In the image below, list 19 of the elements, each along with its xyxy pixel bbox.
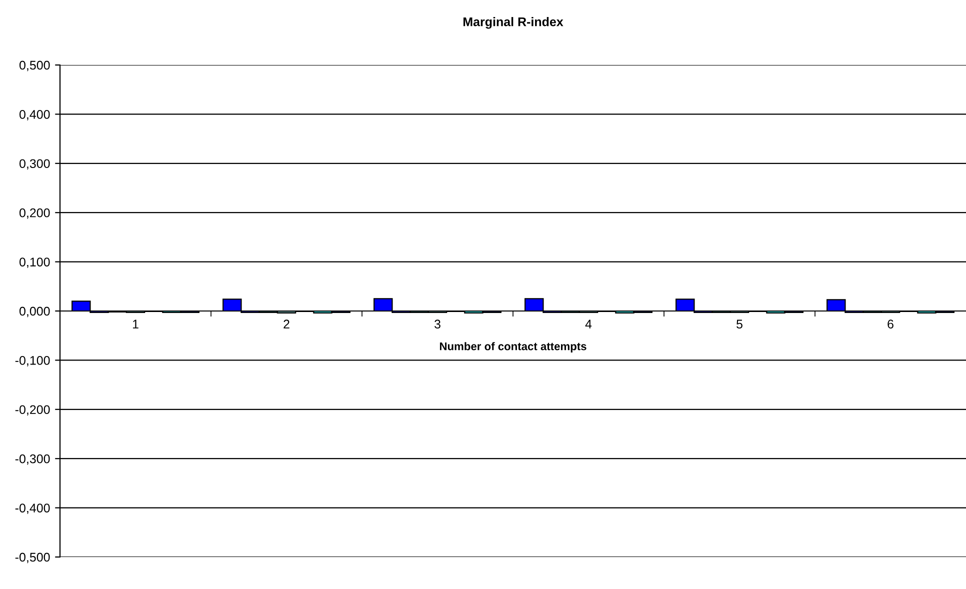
- y-tick-label: 0,000: [19, 306, 50, 318]
- y-tick-label: -0,400: [15, 504, 50, 514]
- x-tick-label: 4: [585, 320, 592, 328]
- x-tick-label: 5: [736, 320, 742, 329]
- x-tick-label: 6: [888, 320, 894, 329]
- y-tick-label: 0,200: [19, 208, 50, 219]
- x-axis-title: Number of contact attempts: [440, 342, 586, 352]
- y-tick-label: 0,500: [19, 60, 50, 72]
- chart-title: Marginal R-index: [463, 17, 564, 29]
- y-tick-label: -0,200: [15, 405, 50, 416]
- x-tick-label: 1: [132, 320, 138, 328]
- y-tick-label: -0,100: [15, 356, 50, 366]
- y-tick-label: -0,500: [15, 552, 50, 564]
- y-tick-label: 0,400: [19, 110, 50, 120]
- y-tick-label: -0,300: [15, 454, 50, 465]
- y-tick-label: 0,300: [19, 159, 50, 170]
- x-tick-label: 3: [434, 320, 440, 329]
- x-tick-label: 2: [284, 320, 290, 328]
- y-tick-label: 0,100: [19, 258, 50, 268]
